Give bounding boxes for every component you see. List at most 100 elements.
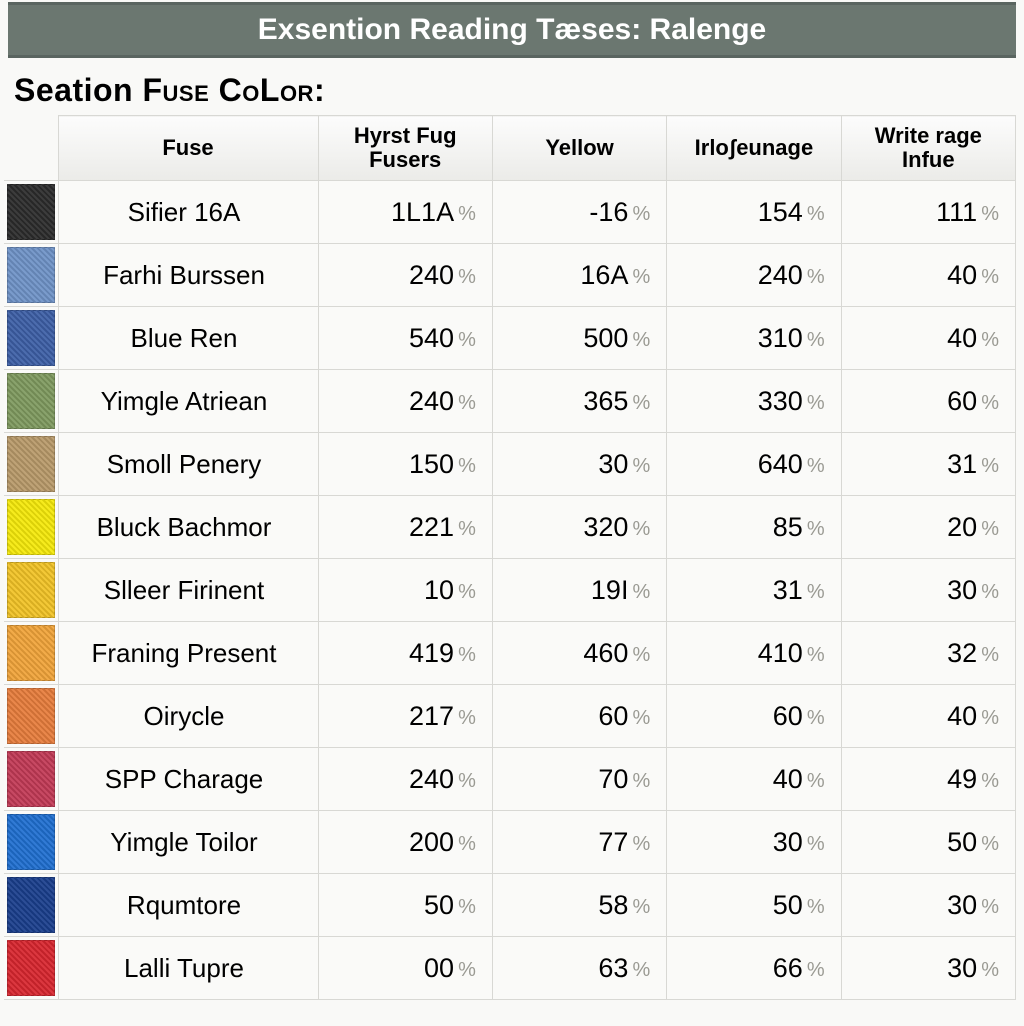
value-number: 16A: [580, 260, 628, 290]
percent-icon: %: [807, 392, 825, 414]
percent-icon: %: [981, 581, 999, 603]
value-number: 40: [947, 701, 977, 731]
value-number: 310: [758, 323, 803, 353]
value-cell: 30%: [841, 937, 1015, 1000]
value-number: 1L1A: [391, 197, 454, 227]
value-number: 20: [947, 512, 977, 542]
percent-icon: %: [458, 770, 476, 792]
percent-icon: %: [981, 392, 999, 414]
value-cell: 60%: [492, 685, 666, 748]
fuse-name: Rqumtore: [58, 874, 318, 937]
percent-icon: %: [632, 329, 650, 351]
percent-icon: %: [632, 203, 650, 225]
percent-icon: %: [981, 455, 999, 477]
percent-icon: %: [458, 644, 476, 666]
value-number: 50: [424, 890, 454, 920]
value-number: 77: [598, 827, 628, 857]
swatch-cell: [4, 181, 58, 244]
value-number: 240: [758, 260, 803, 290]
color-swatch: [7, 436, 55, 492]
value-cell: 60%: [841, 370, 1015, 433]
value-cell: 32%: [841, 622, 1015, 685]
col-fuse: Fuse: [58, 116, 318, 181]
swatch-cell: [4, 811, 58, 874]
fuse-name: Lalli Tupre: [58, 937, 318, 1000]
color-swatch: [7, 184, 55, 240]
value-number: 320: [583, 512, 628, 542]
value-cell: 320%: [492, 496, 666, 559]
value-number: 30: [598, 449, 628, 479]
value-cell: 20%: [841, 496, 1015, 559]
swatch-cell: [4, 496, 58, 559]
swatch-cell: [4, 433, 58, 496]
color-swatch: [7, 751, 55, 807]
table-row: Bluck Bachmor221%320%85%20%: [4, 496, 1016, 559]
percent-icon: %: [632, 266, 650, 288]
percent-icon: %: [632, 392, 650, 414]
value-cell: 40%: [841, 244, 1015, 307]
table-container: Fuse Hyrst Fug Fusers Yellow Irloʃeunage…: [0, 115, 1024, 1000]
value-number: 10: [424, 575, 454, 605]
percent-icon: %: [807, 896, 825, 918]
table-row: Lalli Tupre00%63%66%30%: [4, 937, 1016, 1000]
swatch-cell: [4, 559, 58, 622]
value-number: 30: [947, 575, 977, 605]
table-row: Farhi Burssen240%16A%240%40%: [4, 244, 1016, 307]
color-swatch: [7, 499, 55, 555]
value-cell: 640%: [667, 433, 841, 496]
percent-icon: %: [981, 896, 999, 918]
value-cell: 460%: [492, 622, 666, 685]
value-number: 50: [773, 890, 803, 920]
color-swatch: [7, 562, 55, 618]
percent-icon: %: [632, 518, 650, 540]
fuse-name: Sifier 16A: [58, 181, 318, 244]
percent-icon: %: [807, 518, 825, 540]
value-cell: 85%: [667, 496, 841, 559]
percent-icon: %: [458, 203, 476, 225]
percent-icon: %: [807, 770, 825, 792]
value-cell: 221%: [318, 496, 492, 559]
table-row: Yimgle Toilor200%77%30%50%: [4, 811, 1016, 874]
fuse-name: Yimgle Atriean: [58, 370, 318, 433]
table-row: SPP Charage240%70%40%49%: [4, 748, 1016, 811]
swatch-cell: [4, 244, 58, 307]
value-number: 240: [409, 764, 454, 794]
value-cell: 217%: [318, 685, 492, 748]
table-row: Smoll Penery150%30%640%31%: [4, 433, 1016, 496]
value-number: 63: [598, 953, 628, 983]
percent-icon: %: [807, 707, 825, 729]
fuse-table: Fuse Hyrst Fug Fusers Yellow Irloʃeunage…: [4, 115, 1016, 1000]
value-cell: 63%: [492, 937, 666, 1000]
value-number: 60: [598, 701, 628, 731]
fuse-name: Bluck Bachmor: [58, 496, 318, 559]
col-yellow: Yellow: [492, 116, 666, 181]
value-cell: 30%: [492, 433, 666, 496]
value-number: 154: [758, 197, 803, 227]
percent-icon: %: [632, 959, 650, 981]
value-cell: 30%: [841, 874, 1015, 937]
percent-icon: %: [807, 581, 825, 603]
table-row: Franing Present419%460%410%32%: [4, 622, 1016, 685]
value-cell: 58%: [492, 874, 666, 937]
percent-icon: %: [807, 455, 825, 477]
percent-icon: %: [807, 644, 825, 666]
value-number: 70: [598, 764, 628, 794]
percent-icon: %: [981, 833, 999, 855]
value-cell: 31%: [841, 433, 1015, 496]
fuse-name: Slleer Firinent: [58, 559, 318, 622]
value-number: 60: [947, 386, 977, 416]
swatch-cell: [4, 748, 58, 811]
swatch-cell: [4, 937, 58, 1000]
value-number: 40: [773, 764, 803, 794]
percent-icon: %: [458, 266, 476, 288]
percent-icon: %: [458, 329, 476, 351]
color-swatch: [7, 310, 55, 366]
color-swatch: [7, 247, 55, 303]
value-number: 540: [409, 323, 454, 353]
value-number: 111: [936, 197, 977, 227]
table-header-row: Fuse Hyrst Fug Fusers Yellow Irloʃeunage…: [4, 116, 1016, 181]
table-row: Sifier 16A1L1A%-16%154%111%: [4, 181, 1016, 244]
value-number: 31: [773, 575, 803, 605]
value-cell: 00%: [318, 937, 492, 1000]
fuse-name: Smoll Penery: [58, 433, 318, 496]
